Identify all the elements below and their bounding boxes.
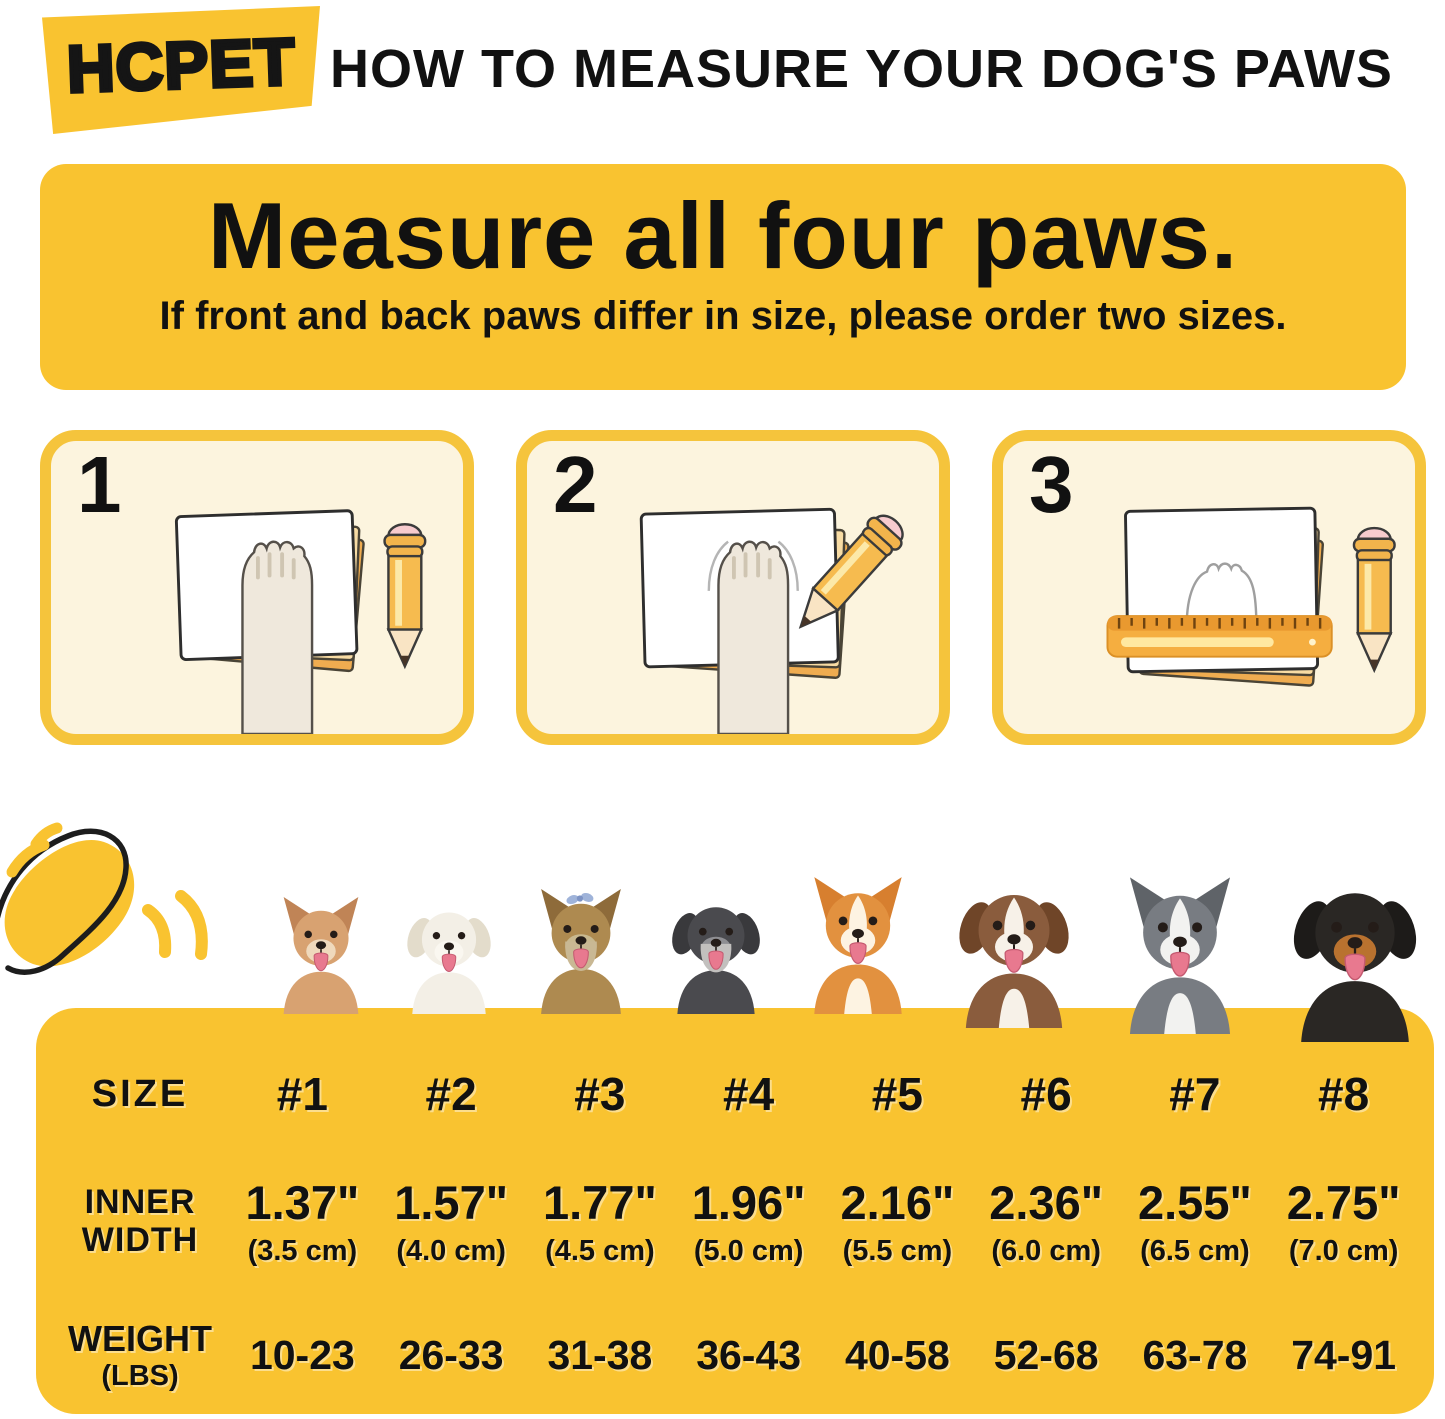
- weight-value: 26-33: [398, 1331, 504, 1378]
- inner-width-inches: 1.77": [542, 1175, 657, 1229]
- swoosh-decoration-icon: [0, 822, 208, 975]
- step-number: 1: [77, 440, 122, 529]
- paw-outline-icon: [1185, 562, 1258, 626]
- inner-width-row: INNER WIDTH 1.37" (3.5 cm) 1.57" (4.0 cm…: [52, 1146, 1418, 1296]
- measure-ruler-illustration: [1106, 506, 1396, 687]
- inner-width-cell: 1.77" (4.5 cm): [526, 1175, 675, 1268]
- dog-paw-icon: [241, 540, 314, 734]
- banner-headline: Measure all four paws.: [207, 183, 1239, 288]
- brand-logo-text: HCPET: [63, 22, 298, 108]
- size-value: #5: [871, 1068, 923, 1120]
- size-row-label: SIZE: [91, 1072, 189, 1115]
- traced-outline-icon: [707, 540, 799, 591]
- inner-width-inches: 2.55": [1137, 1175, 1252, 1229]
- inner-width-label-line1: INNER: [84, 1182, 196, 1221]
- ruler-icon: [1106, 615, 1333, 658]
- banner: Measure all four paws. If front and back…: [40, 164, 1406, 390]
- page-title: HOW TO MEASURE YOUR DOG'S PAWS: [330, 39, 1393, 99]
- weight-value: 10-23: [249, 1331, 355, 1378]
- paw-on-paper-illustration: [174, 509, 427, 734]
- inner-width-cm: (6.5 cm): [1140, 1234, 1250, 1267]
- size-value: #1: [276, 1068, 328, 1120]
- step-number: 2: [553, 440, 598, 529]
- inner-width-inches: 1.57": [394, 1175, 508, 1229]
- inner-width-cm: (6.0 cm): [991, 1234, 1101, 1267]
- trace-paw-illustration: [639, 507, 904, 734]
- pencil-icon: [798, 514, 904, 629]
- inner-width-cell: 2.55" (6.5 cm): [1121, 1175, 1270, 1268]
- weight-value: 52-68: [993, 1331, 1099, 1378]
- dog-photo-miniature-schnauzer: [655, 846, 777, 1014]
- inner-width-label-line2: WIDTH: [81, 1221, 199, 1259]
- inner-width-cell: 2.16" (5.5 cm): [823, 1175, 972, 1268]
- size-value: #2: [425, 1068, 477, 1120]
- inner-width-cell: 1.96" (5.0 cm): [674, 1175, 823, 1268]
- size-chart: SIZE #1 #2 #3 #4 #5 #6 #7 #8: [36, 1008, 1434, 1414]
- step-card-1: 1: [40, 430, 474, 745]
- inner-width-inches: 1.37": [245, 1175, 360, 1229]
- brand-logo: HCPET: [42, 6, 320, 134]
- size-value: #3: [574, 1068, 626, 1120]
- inner-width-cell: 2.75" (7.0 cm): [1269, 1175, 1418, 1268]
- dog-photo-bichon-frise: [391, 868, 507, 1014]
- inner-width-cell: 1.57" (4.0 cm): [377, 1175, 526, 1268]
- size-value: #6: [1020, 1068, 1072, 1120]
- inner-width-inches: 2.16": [840, 1175, 955, 1229]
- inner-width-inches: 1.96": [691, 1175, 806, 1229]
- inner-width-cell: 2.36" (6.0 cm): [972, 1175, 1121, 1268]
- dog-photo-alaskan-malamute: [1101, 820, 1259, 1034]
- dog-photo-shiba-inu: [789, 830, 927, 1014]
- size-value: #8: [1318, 1068, 1370, 1120]
- step-card-2: 2: [516, 430, 950, 745]
- weight-value: 36-43: [696, 1331, 802, 1378]
- banner-subline: If front and back paws differ in size, p…: [159, 293, 1287, 338]
- size-value: #7: [1169, 1068, 1221, 1120]
- inner-width-cell: 1.37" (3.5 cm): [228, 1175, 377, 1268]
- dog-photo-australian-shepherd: [938, 830, 1090, 1028]
- step-number: 3: [1029, 440, 1074, 529]
- inner-width-inches: 2.75": [1286, 1175, 1401, 1229]
- inner-width-cm: (5.0 cm): [693, 1234, 804, 1267]
- weight-row: WEIGHT (LBS) 10-23 26-33 31-38 36-43 40-…: [52, 1296, 1418, 1414]
- pencil-icon: [383, 523, 427, 670]
- inner-width-cm: (3.5 cm): [247, 1234, 358, 1267]
- weight-value: 40-58: [844, 1331, 950, 1378]
- dog-paw-icon: [717, 540, 790, 734]
- inner-width-cm: (4.0 cm): [396, 1234, 506, 1267]
- dog-photo-yorkshire-terrier: [518, 856, 644, 1014]
- weight-row-label: WEIGHT (LBS): [52, 1318, 228, 1393]
- pencil-icon: [1352, 526, 1396, 674]
- dog-photo-chihuahua: [262, 866, 380, 1014]
- dog-photo-row: [262, 782, 1440, 1042]
- inner-width-row-label: INNER WIDTH: [52, 1183, 228, 1259]
- inner-width-inches: 2.36": [989, 1175, 1103, 1229]
- size-row: SIZE #1 #2 #3 #4 #5 #6 #7 #8: [52, 1042, 1418, 1146]
- weight-label-line1: WEIGHT: [68, 1317, 212, 1359]
- weight-value: 63-78: [1142, 1331, 1248, 1378]
- weight-label-line2: (LBS): [101, 1359, 179, 1392]
- step-card-3: 3: [992, 430, 1426, 745]
- weight-value: 31-38: [547, 1331, 653, 1378]
- weight-value: 74-91: [1291, 1331, 1397, 1378]
- inner-width-cm: (4.5 cm): [545, 1234, 655, 1267]
- size-value: #4: [723, 1068, 775, 1120]
- inner-width-cm: (5.5 cm): [842, 1234, 953, 1267]
- paper-stack-icon: [1124, 506, 1324, 687]
- inner-width-cm: (7.0 cm): [1288, 1234, 1399, 1267]
